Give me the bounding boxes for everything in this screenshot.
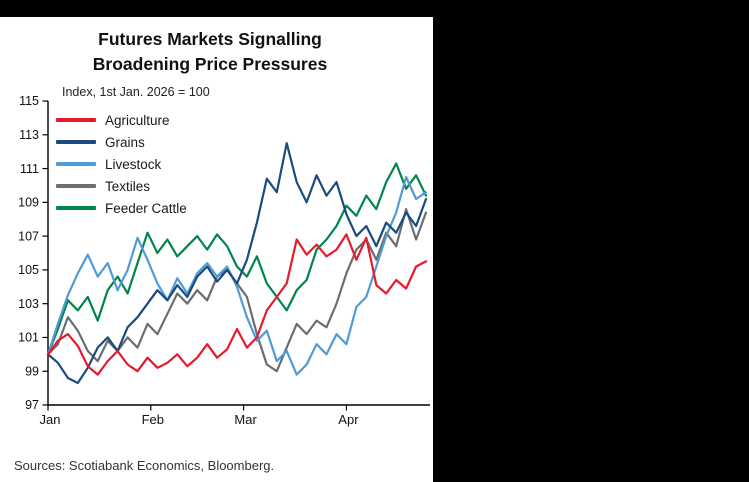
svg-text:105: 105 [18,263,39,277]
chart-title-line2: Broadening Price Pressures [92,54,328,74]
chart-title-line1: Futures Markets Signalling [98,29,322,49]
svg-text:Feb: Feb [142,412,164,427]
chart-svg: 97 99 101 103 105 107 109 111 113 115 Jan Feb Mar Apr [18,94,430,427]
legend-swatch [56,162,96,166]
legend-item: Feeder Cattle [56,197,187,219]
legend-swatch [56,118,96,122]
svg-text:99: 99 [25,364,39,378]
svg-text:Mar: Mar [234,412,257,427]
svg-text:107: 107 [18,229,39,243]
legend-item: Agriculture [56,109,187,131]
svg-text:115: 115 [19,94,39,108]
svg-text:111: 111 [20,162,39,176]
legend-label: Agriculture [105,112,170,128]
legend-item: Grains [56,131,187,153]
legend-label: Livestock [105,156,162,172]
svg-text:103: 103 [18,297,39,311]
legend-swatch [56,184,96,188]
svg-text:109: 109 [18,196,39,210]
chart-subtitle: Index, 1st Jan. 2026 = 100 [62,85,210,99]
chart-legend: Agriculture Grains Livestock Textiles Feeder… [56,109,187,219]
source-text: Sources: Scotiabank Economics, Bloomberg… [14,458,275,473]
legend-swatch [56,206,96,210]
legend-label: Textiles [105,178,151,194]
svg-text:Jan: Jan [40,412,61,427]
right-black-panel [433,17,749,482]
legend-label: Grains [105,134,145,150]
svg-text:101: 101 [18,331,39,345]
chart-title: Futures Markets Signalling Broadening Pr… [10,27,410,77]
chart-panel: Futures Markets Signalling Broadening Pr… [0,17,433,482]
top-black-bar [0,0,749,17]
legend-item: Livestock [56,153,187,175]
svg-text:97: 97 [25,398,39,412]
legend-label: Feeder Cattle [105,200,187,216]
legend-item: Textiles [56,175,187,197]
svg-text:Apr: Apr [338,412,359,427]
legend-swatch [56,140,96,144]
svg-text:113: 113 [19,128,39,142]
